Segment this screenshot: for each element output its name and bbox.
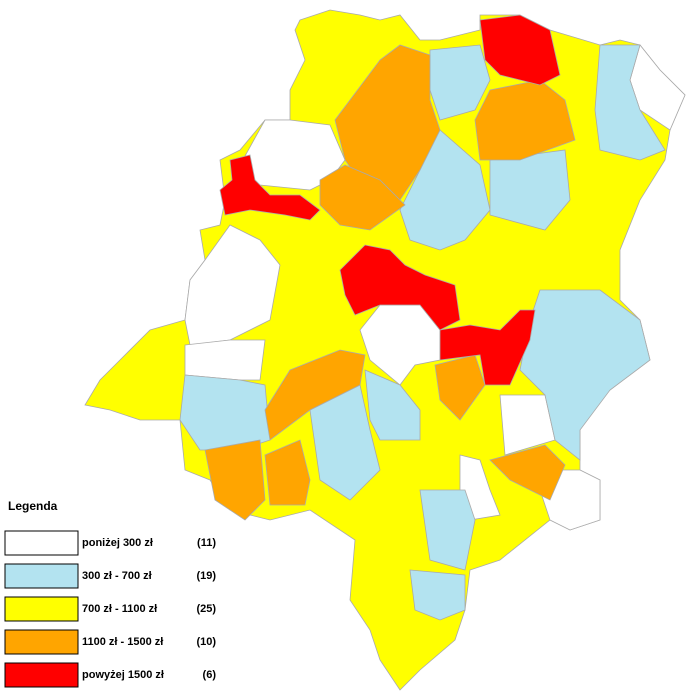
region <box>364 369 421 441</box>
legend-count: (11) <box>197 537 216 549</box>
region <box>489 444 566 501</box>
legend-label: 1100 zł - 1500 zł <box>82 636 163 648</box>
legend-count: (25) <box>196 603 216 615</box>
legend-label: poniżej 300 zł <box>82 537 153 549</box>
legend-swatch <box>4 530 79 556</box>
region <box>219 154 321 221</box>
region <box>519 289 651 461</box>
region <box>184 339 266 381</box>
region <box>419 489 476 571</box>
region <box>264 439 311 506</box>
region <box>319 164 406 231</box>
region <box>479 14 561 86</box>
legend-label: 300 zł - 700 zł <box>82 570 152 582</box>
region <box>409 569 466 621</box>
region <box>334 44 441 211</box>
legend-swatch <box>4 629 79 655</box>
legend-count: (6) <box>203 669 217 681</box>
legend-count: (10) <box>196 636 216 648</box>
legend: Legenda poniżej 300 zł (11) 300 zł - 700 z… <box>4 499 217 688</box>
map <box>84 9 686 691</box>
region <box>489 149 571 231</box>
region <box>339 244 461 331</box>
region <box>184 224 281 346</box>
legend-title: Legenda <box>8 499 58 513</box>
region <box>594 44 666 161</box>
legend-count: (19) <box>196 570 216 582</box>
legend-label: powyżej 1500 zł <box>82 669 164 681</box>
legend-label: 700 zł - 1100 zł <box>82 603 157 615</box>
region <box>439 309 536 386</box>
legend-swatch <box>4 563 79 589</box>
legend-swatch <box>4 596 79 622</box>
region <box>179 374 271 451</box>
region <box>204 439 266 521</box>
region <box>399 129 491 251</box>
region <box>264 349 366 441</box>
legend-swatch <box>4 662 79 688</box>
